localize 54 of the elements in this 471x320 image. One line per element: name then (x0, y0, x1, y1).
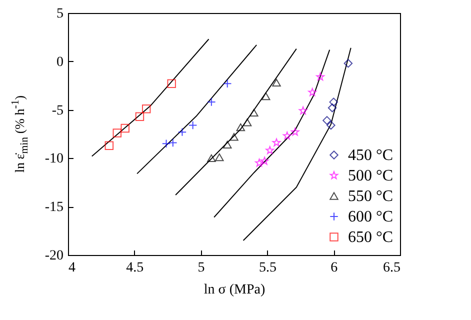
legend-label: 600 °C (348, 208, 394, 226)
legend-label: 650 °C (348, 229, 394, 246)
point (222, 140, 232, 148)
point (104, 141, 114, 150)
point (329, 98, 338, 106)
point (207, 154, 216, 162)
point (272, 138, 281, 146)
point (135, 112, 144, 121)
point (215, 153, 224, 162)
x-tick-label: 5 (198, 260, 205, 276)
legend-label: 500 °C (348, 168, 394, 184)
point (167, 79, 176, 88)
x-tick-label: 5.5 (258, 260, 276, 276)
point (262, 92, 270, 100)
point (308, 88, 317, 96)
x-tick-label: 6.5 (383, 260, 400, 276)
point (188, 120, 198, 130)
point (250, 108, 258, 117)
point (326, 120, 336, 130)
point (242, 118, 252, 126)
point (344, 58, 353, 68)
point (260, 156, 269, 165)
y-tick-label: 5 (56, 6, 64, 22)
point (316, 72, 324, 81)
y-tick-label: -10 (44, 152, 64, 167)
point (178, 128, 187, 136)
point (298, 106, 308, 114)
line-series (214, 49, 330, 218)
point (142, 104, 151, 114)
x-axis-title: ln σ (MPa) (204, 282, 266, 298)
point (222, 79, 232, 88)
y-tick-label: -15 (44, 200, 64, 216)
point (236, 123, 246, 132)
point (322, 116, 332, 125)
point (112, 128, 122, 138)
y-tick-label: -20 (44, 248, 64, 264)
point (168, 138, 178, 148)
point (328, 103, 337, 112)
x-tick-label: 4.5 (126, 260, 144, 276)
x-tick-label: 6 (330, 260, 338, 276)
legend-label: 550 °C (348, 188, 394, 205)
y-tick-label: 0 (56, 54, 64, 70)
point (162, 139, 171, 148)
y-tick-label: -5 (52, 103, 64, 118)
point (266, 146, 274, 154)
point (272, 78, 281, 87)
point (120, 124, 130, 133)
point (230, 133, 238, 141)
x-tick-label: 4 (68, 260, 76, 276)
point (255, 158, 264, 167)
point (290, 128, 300, 136)
point (207, 98, 216, 106)
point (282, 132, 292, 140)
legend-label: 450 °C (348, 147, 394, 164)
